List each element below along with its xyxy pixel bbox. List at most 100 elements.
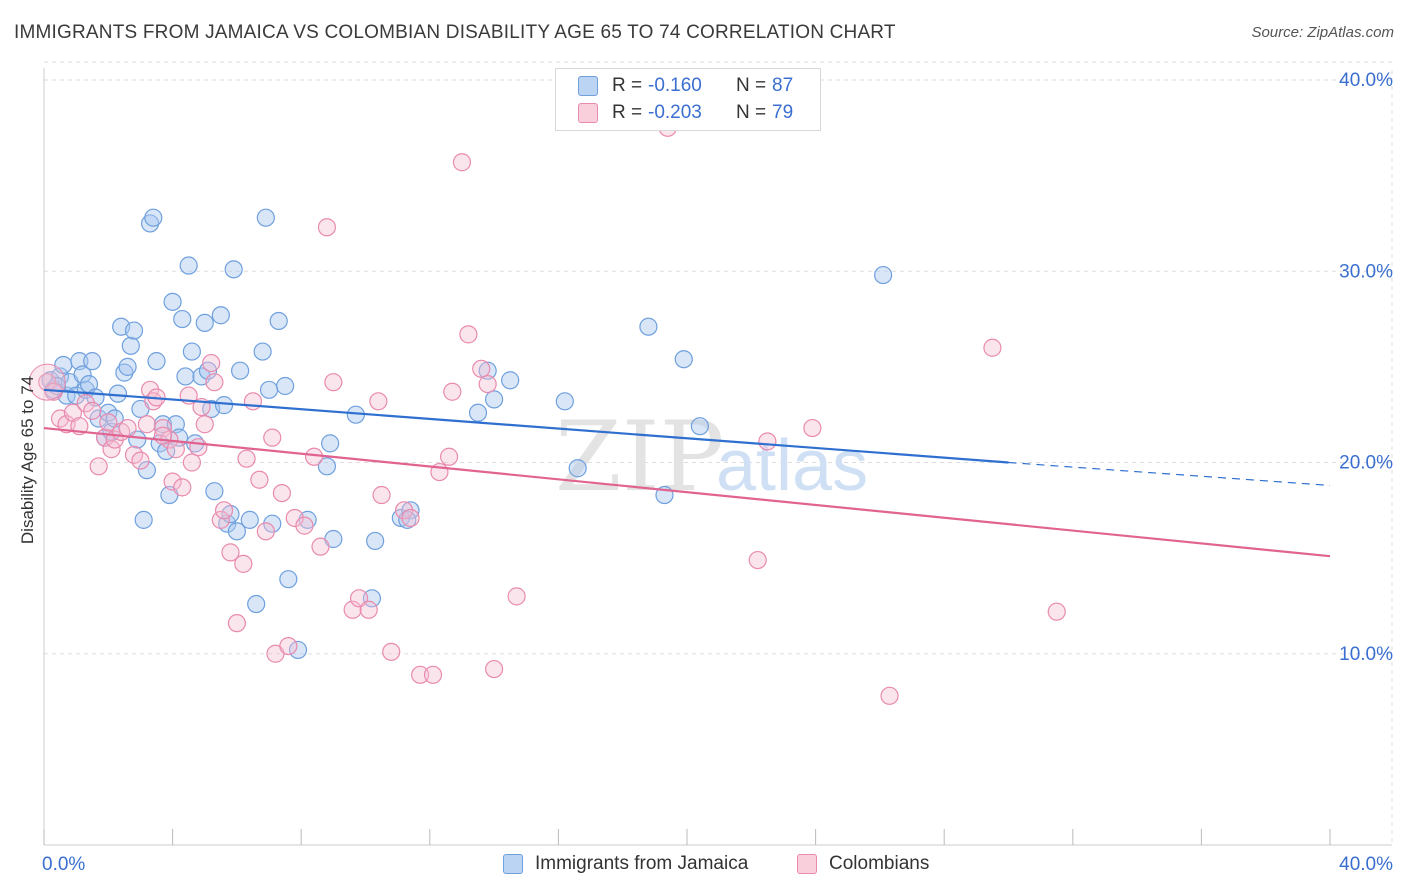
series-legend: Immigrants from Jamaica Colombians <box>0 853 1406 877</box>
data-point-colombians <box>250 470 269 489</box>
data-point-jamaica <box>874 265 893 285</box>
data-point-colombians <box>131 451 150 470</box>
data-point-jamaica <box>205 482 224 501</box>
trend-lines <box>43 388 1331 558</box>
y-tick-label: 40.0% <box>1339 70 1393 91</box>
legend-swatch-colombians <box>797 854 817 874</box>
data-point-colombians <box>401 508 420 528</box>
data-point-jamaica <box>269 311 288 331</box>
data-point-jamaica <box>214 396 234 415</box>
data-point-jamaica <box>288 640 308 660</box>
data-point-jamaica <box>140 214 160 233</box>
data-point-colombians <box>243 392 263 411</box>
data-point-colombians <box>227 614 246 633</box>
legend-item-jamaica: Immigrants from Jamaica <box>503 853 748 875</box>
data-point-colombians <box>472 359 491 378</box>
data-point-jamaica <box>124 321 144 340</box>
series-colombians-points <box>28 118 1066 705</box>
trend-line-jamaica <box>43 388 1009 464</box>
data-point-jamaica <box>674 350 693 369</box>
data-point-jamaica <box>73 365 92 384</box>
data-point-jamaica <box>147 352 166 371</box>
data-point-colombians <box>214 501 234 520</box>
data-point-jamaica <box>70 352 89 371</box>
data-point-colombians <box>507 587 526 606</box>
data-point-jamaica <box>179 256 198 275</box>
data-point-colombians <box>983 338 1002 357</box>
data-point-jamaica <box>256 208 275 227</box>
data-point-jamaica <box>240 510 259 529</box>
data-point-colombians <box>1047 602 1066 621</box>
data-point-colombians <box>173 478 192 497</box>
tick-labels: 10.0% 20.0% 30.0% 40.0% 0.0% 40.0% <box>42 70 1393 875</box>
legend-swatch-jamaica <box>503 854 523 874</box>
data-point-colombians <box>279 636 298 656</box>
legend-n-value: 87 <box>772 75 794 96</box>
watermark-atlas: atlas <box>716 426 868 506</box>
y-tick-label: 20.0% <box>1339 453 1393 474</box>
data-point-jamaica <box>108 384 128 403</box>
data-point-jamaica <box>555 392 574 411</box>
data-point-jamaica <box>227 522 246 541</box>
legend-n-label: N = <box>736 102 767 123</box>
data-point-colombians <box>166 440 185 459</box>
legend-r-value: -0.160 <box>648 75 702 96</box>
data-point-colombians <box>153 426 173 445</box>
data-point-colombians <box>137 415 156 434</box>
data-point-jamaica <box>173 309 192 329</box>
data-point-colombians <box>195 415 214 434</box>
data-point-colombians <box>304 447 324 466</box>
data-point-colombians <box>311 537 330 556</box>
data-point-jamaica <box>690 417 709 436</box>
data-point-colombians <box>748 550 767 570</box>
data-point-colombians <box>89 457 108 476</box>
data-point-jamaica <box>224 260 243 279</box>
data-point-jamaica <box>478 361 497 380</box>
data-point-colombians <box>256 522 275 541</box>
data-point-colombians <box>478 374 497 394</box>
data-point-colombians <box>202 353 221 373</box>
legend-r-label: R = <box>612 102 643 123</box>
legend-swatch-colombians <box>578 103 598 123</box>
data-point-colombians <box>205 373 224 392</box>
data-point-jamaica <box>501 371 520 390</box>
data-point-colombians <box>880 686 899 705</box>
data-point-jamaica <box>568 459 587 478</box>
legend-r-label: R = <box>612 75 643 96</box>
data-point-colombians <box>439 447 459 466</box>
data-point-jamaica <box>468 403 488 422</box>
data-point-jamaica <box>366 531 385 551</box>
data-point-jamaica <box>176 367 195 386</box>
data-point-jamaica <box>137 461 156 480</box>
data-point-colombians <box>485 659 504 679</box>
data-point-colombians <box>359 600 378 619</box>
data-point-colombians <box>272 484 292 503</box>
axes <box>43 68 1392 846</box>
data-point-colombians <box>163 472 182 491</box>
legend-swatch-jamaica <box>578 76 598 96</box>
data-point-colombians <box>443 382 462 401</box>
chart-title: IMMIGRANTS FROM JAMAICA VS COLOMBIAN DIS… <box>14 22 896 43</box>
data-point-jamaica <box>211 306 230 325</box>
data-point-colombians <box>237 449 256 468</box>
data-point-colombians <box>452 153 472 172</box>
data-point-jamaica <box>231 361 250 380</box>
data-point-jamaica <box>195 313 214 332</box>
legend-row-jamaica: R = -0.160 N = 87 <box>578 74 793 98</box>
data-point-jamaica <box>134 510 153 529</box>
data-point-colombians <box>317 218 337 237</box>
correlation-legend: R = -0.160 N = 87 R = -0.203 N = 79 <box>555 68 821 131</box>
trend-line-jamaica-extrapolated <box>1008 461 1331 487</box>
data-point-jamaica <box>279 570 298 589</box>
data-point-jamaica <box>259 380 279 399</box>
x-tick-label-max: 40.0% <box>1339 854 1393 875</box>
legend-r-value: -0.203 <box>648 102 702 123</box>
legend-item-colombians: Colombians <box>797 853 929 875</box>
data-point-colombians <box>343 600 362 619</box>
trend-line-colombians <box>43 426 1331 558</box>
data-point-colombians <box>285 508 304 528</box>
data-point-jamaica <box>253 342 272 361</box>
legend-label-colombians: Colombians <box>829 853 930 874</box>
data-point-colombians <box>803 418 822 438</box>
data-point-colombians <box>411 665 430 684</box>
